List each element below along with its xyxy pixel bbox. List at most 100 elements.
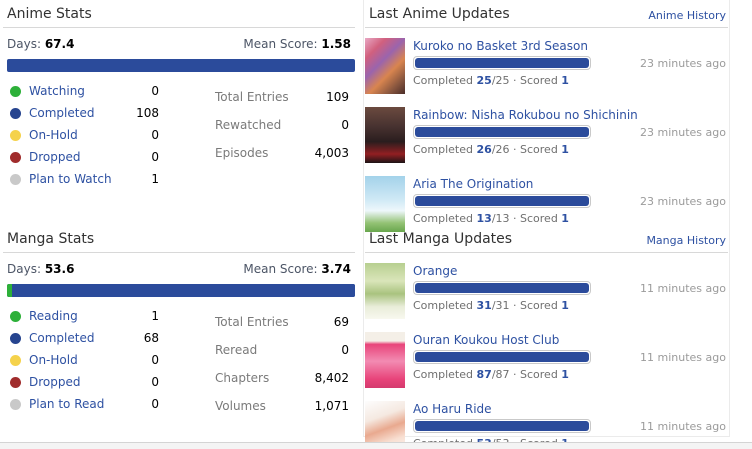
watching-count: 0 [151,84,159,98]
anime-updates-heading: Last Anime Updates Anime History [365,0,728,28]
manga-stats-heading: Manga Stats [3,225,355,253]
plan-to-read-link[interactable]: Plan to Read [29,397,105,411]
total-entries-value: 109 [326,90,349,104]
reading-link[interactable]: Reading [29,309,78,323]
anime-stats-heading: Anime Stats [3,0,355,28]
anime-status-bar [7,59,355,72]
update-status: Completed 87/87 · Scored 1 [413,368,569,381]
anime-mean-label: Mean Score: [243,37,318,51]
rewatched-row: Rewatched 0 [215,111,349,139]
anime-status-legend: Watching 0 Completed 108 On-Hold 0 Dropped 0… [7,80,159,190]
watching-dot-icon [10,85,21,97]
legend-plan-to-read: Plan to Read 0 [7,393,159,415]
cover-thumbnail[interactable] [365,176,405,232]
progress-bar [413,56,591,70]
anime-title-link[interactable]: Kuroko no Basket 3rd Season [413,39,588,53]
anime-update-item: Kuroko no Basket 3rd Season 23 minutes a… [365,38,728,97]
update-timestamp: 11 minutes ago [640,350,726,364]
dropped-manga-link[interactable]: Dropped [29,375,81,389]
legend-dropped: Dropped 0 [7,146,159,168]
manga-mean-value: 3.74 [321,262,351,276]
update-timestamp: 23 minutes ago [640,56,726,70]
dropped-manga-count: 0 [151,375,159,389]
onhold-count: 0 [151,128,159,142]
onhold-link[interactable]: On-Hold [29,128,78,142]
total-entries-row: Total Entries 109 [215,83,349,111]
manga-stats-title: Manga Stats [7,231,95,247]
dropped-dot-icon [10,376,21,388]
legend-reading: Reading 1 [7,305,159,327]
cover-thumbnail[interactable] [365,107,405,163]
manga-history-link[interactable]: Manga History [646,234,726,247]
episodes-label: Episodes [215,146,269,160]
anime-title-link[interactable]: Rainbow: Nisha Rokubou no Shichinin [413,108,638,122]
manga-updates-title: Last Manga Updates [369,231,513,247]
legend-onhold: On-Hold 0 [7,124,159,146]
update-status: Completed 31/31 · Scored 1 [413,299,569,312]
update-timestamp: 23 minutes ago [640,194,726,208]
progress-bar [413,194,591,208]
page-bottom-divider [0,442,752,449]
completed-manga-link[interactable]: Completed [29,331,95,345]
dropped-dot-icon [10,151,21,163]
dropped-link[interactable]: Dropped [29,150,81,164]
manga-title-link[interactable]: Ouran Koukou Host Club [413,333,560,347]
manga-title-link[interactable]: Orange [413,264,458,278]
plan-to-watch-count: 1 [151,172,159,186]
completed-dot-icon [10,107,21,119]
reading-count: 1 [151,309,159,323]
manga-stats-panel: Manga Stats Days: 53.6 Mean Score: 3.74 … [3,225,355,420]
manga-update-item: Orange 11 minutes ago Completed 31/31 · … [365,263,728,322]
cover-thumbnail[interactable] [365,332,405,388]
manga-totals: Total Entries 69 Reread 0 Chapters 8,402 Vo… [215,308,355,420]
anime-stats-title: Anime Stats [7,6,92,22]
anime-mean-score: Mean Score: 1.58 [243,37,351,51]
reading-dot-icon [10,310,21,322]
completed-link[interactable]: Completed [29,106,95,120]
reread-row: Reread 0 [215,336,349,364]
onhold-manga-link[interactable]: On-Hold [29,353,78,367]
manga-days-label: Days: [7,262,41,276]
dropped-count: 0 [151,150,159,164]
manga-mean-label: Mean Score: [243,262,318,276]
progress-bar [413,350,591,364]
cover-thumbnail[interactable] [365,263,405,319]
plan-dot-icon [10,398,21,410]
progress-bar [413,125,591,139]
manga-updates-panel: Last Manga Updates Manga History Orange … [365,225,728,449]
manga-title-link[interactable]: Ao Haru Ride [413,402,492,416]
manga-mean-score: Mean Score: 3.74 [243,262,351,276]
cover-thumbnail[interactable] [365,401,405,449]
manga-status-bar [7,284,355,297]
cover-thumbnail[interactable] [365,38,405,94]
update-timestamp: 11 minutes ago [640,281,726,295]
update-timestamp: 11 minutes ago [640,419,726,433]
legend-watching: Watching 0 [7,80,159,102]
progress-bar [413,419,591,433]
anime-updates-panel: Last Anime Updates Anime History Kuroko … [365,0,728,235]
volumes-value: 1,071 [314,399,349,413]
total-entries-value: 69 [333,315,349,329]
update-status: Completed 26/26 · Scored 1 [413,143,569,156]
manga-days: Days: 53.6 [7,262,74,276]
onhold-manga-count: 0 [151,353,159,367]
watching-link[interactable]: Watching [29,84,85,98]
manga-update-item: Ouran Koukou Host Club 11 minutes ago Co… [365,332,728,391]
anime-history-link[interactable]: Anime History [648,9,726,22]
manga-days-row: Days: 53.6 Mean Score: 3.74 [3,253,355,284]
plan-to-read-count: 0 [151,397,159,411]
total-entries-row: Total Entries 69 [215,308,349,336]
chapters-row: Chapters 8,402 [215,364,349,392]
legend-plan-to-watch: Plan to Watch 1 [7,168,159,190]
progress-bar [413,281,591,295]
plan-to-watch-link[interactable]: Plan to Watch [29,172,112,186]
completed-manga-count: 68 [143,331,159,345]
anime-mean-value: 1.58 [321,37,351,51]
rewatched-label: Rewatched [215,118,282,132]
anime-title-link[interactable]: Aria The Origination [413,177,534,191]
anime-days-value: 67.4 [44,37,75,51]
episodes-value: 4,003 [314,146,349,160]
manga-days-value: 53.6 [44,262,75,276]
onhold-dot-icon [10,129,21,141]
anime-days: Days: 67.4 [7,37,74,51]
